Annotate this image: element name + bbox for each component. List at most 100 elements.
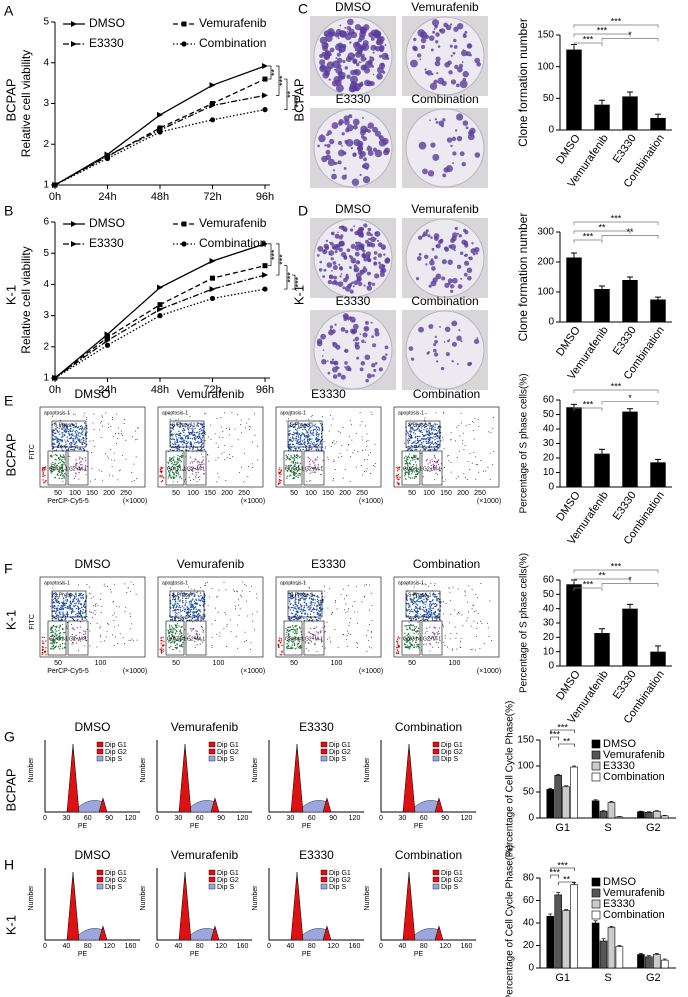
event bbox=[92, 422, 94, 424]
event bbox=[298, 433, 300, 435]
event bbox=[208, 596, 210, 598]
event bbox=[176, 623, 178, 625]
event bbox=[373, 465, 375, 467]
event bbox=[75, 464, 77, 466]
event bbox=[223, 412, 225, 414]
event bbox=[413, 646, 415, 648]
event bbox=[280, 638, 283, 640]
gate-label: apoptosis-1 bbox=[162, 410, 188, 416]
panel-letter: B bbox=[4, 203, 13, 219]
colony bbox=[350, 75, 359, 84]
event bbox=[62, 474, 65, 476]
event bbox=[361, 450, 363, 452]
event bbox=[418, 647, 420, 649]
event bbox=[177, 614, 179, 616]
event bbox=[420, 430, 422, 432]
event bbox=[171, 424, 174, 426]
colony bbox=[362, 176, 371, 184]
event bbox=[293, 628, 295, 631]
event bbox=[297, 476, 299, 478]
colony bbox=[370, 44, 377, 51]
event bbox=[111, 466, 113, 468]
event bbox=[197, 425, 200, 427]
colony bbox=[350, 147, 354, 150]
event bbox=[73, 435, 75, 437]
event bbox=[51, 630, 53, 632]
event bbox=[306, 480, 308, 482]
event bbox=[418, 617, 420, 620]
event bbox=[455, 440, 457, 442]
event bbox=[195, 633, 197, 635]
event bbox=[70, 448, 72, 451]
event bbox=[452, 648, 454, 650]
gate-label: apoptosis-1 bbox=[280, 580, 306, 586]
event bbox=[245, 585, 247, 587]
event bbox=[396, 481, 399, 484]
event bbox=[198, 598, 200, 600]
gate-label: G0/G1-1 bbox=[49, 466, 68, 472]
event bbox=[78, 462, 81, 464]
event bbox=[429, 608, 431, 611]
colony bbox=[349, 41, 352, 44]
event bbox=[298, 448, 300, 450]
event bbox=[198, 479, 200, 481]
event bbox=[168, 473, 171, 476]
colony bbox=[316, 340, 323, 347]
event bbox=[69, 430, 72, 433]
colony bbox=[441, 124, 444, 128]
event bbox=[330, 445, 332, 447]
event bbox=[57, 468, 59, 471]
event bbox=[61, 469, 63, 472]
event bbox=[429, 441, 431, 443]
event bbox=[404, 632, 406, 634]
event bbox=[190, 428, 192, 430]
colony bbox=[418, 326, 424, 333]
event bbox=[71, 643, 73, 645]
colony bbox=[348, 254, 352, 258]
event bbox=[416, 626, 418, 628]
event bbox=[67, 430, 69, 433]
event bbox=[72, 440, 74, 442]
event bbox=[108, 457, 110, 459]
colony bbox=[417, 235, 423, 240]
event bbox=[64, 606, 66, 609]
event bbox=[293, 474, 296, 476]
event bbox=[483, 643, 485, 645]
event bbox=[470, 649, 472, 651]
colony bbox=[348, 114, 353, 119]
event bbox=[49, 629, 52, 631]
event bbox=[300, 608, 302, 611]
colony bbox=[451, 341, 457, 347]
event bbox=[112, 436, 114, 438]
event bbox=[108, 474, 110, 476]
event bbox=[179, 456, 181, 458]
panel-letter: A bbox=[4, 3, 14, 19]
event bbox=[319, 604, 322, 606]
event bbox=[294, 648, 296, 650]
event bbox=[349, 456, 351, 458]
event bbox=[375, 462, 377, 464]
event bbox=[290, 439, 292, 441]
event bbox=[172, 610, 174, 612]
gate-label: G2+M-1 bbox=[187, 466, 205, 472]
event bbox=[189, 425, 192, 428]
event bbox=[56, 426, 58, 429]
event bbox=[424, 583, 426, 585]
event bbox=[175, 419, 177, 421]
event bbox=[61, 431, 64, 434]
event bbox=[476, 635, 478, 637]
event bbox=[397, 473, 400, 476]
event bbox=[292, 471, 294, 473]
event bbox=[292, 609, 295, 612]
event bbox=[187, 441, 189, 443]
event bbox=[86, 416, 88, 418]
legend-swatch bbox=[96, 755, 104, 762]
event bbox=[424, 419, 426, 421]
event bbox=[428, 604, 431, 606]
event bbox=[174, 612, 176, 614]
event bbox=[428, 626, 431, 628]
event bbox=[322, 428, 324, 430]
event bbox=[314, 599, 316, 601]
event bbox=[59, 430, 61, 432]
colony bbox=[343, 166, 347, 170]
